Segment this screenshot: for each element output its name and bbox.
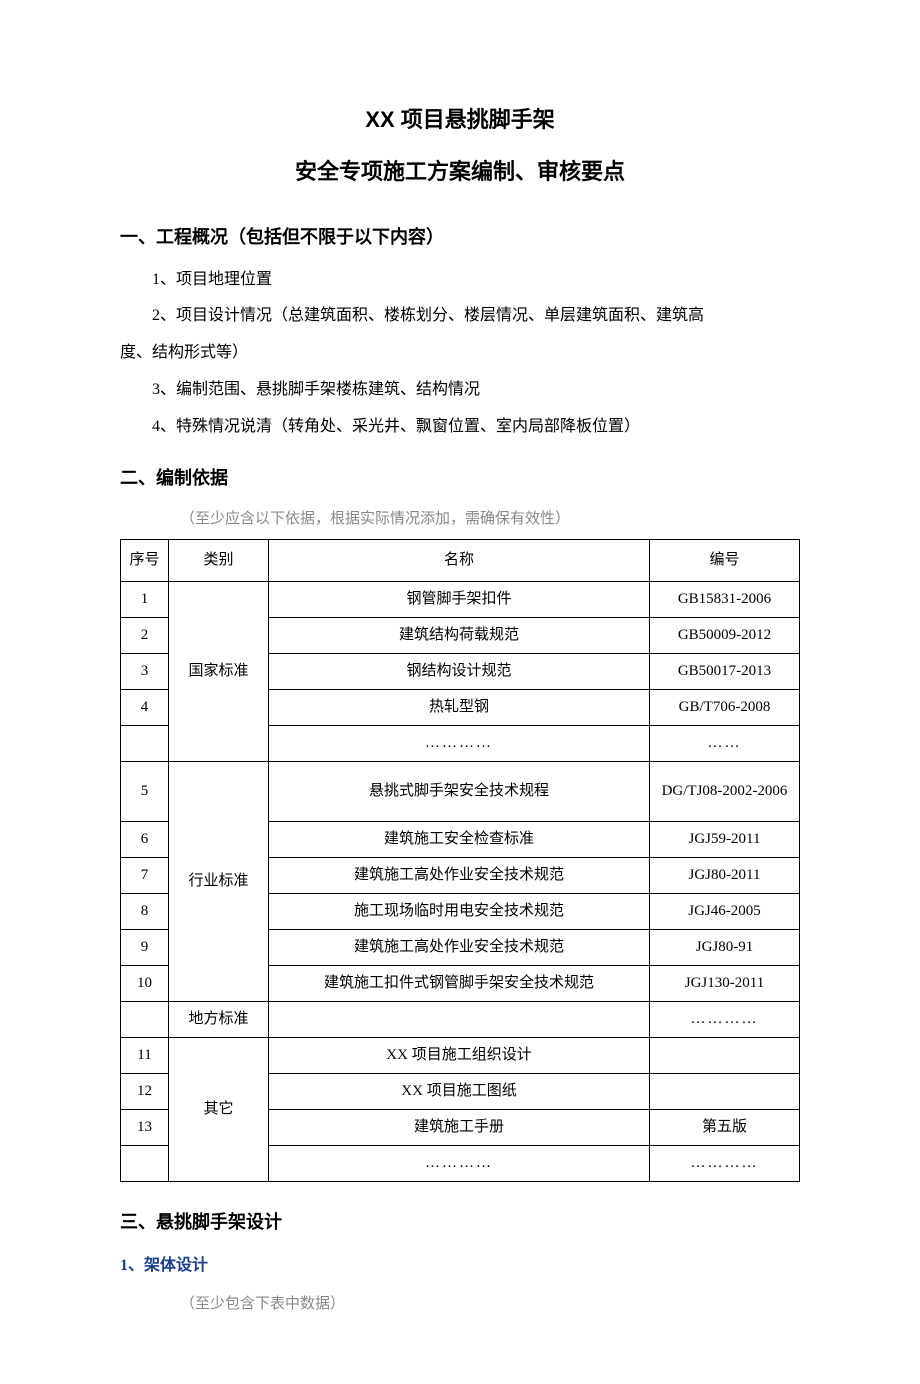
cell-seq <box>121 1145 169 1181</box>
section1-item4: 4、特殊情况说清（转角处、采光井、飘窗位置、室内局部降板位置） <box>120 413 800 442</box>
cell-code: ………… <box>650 1145 800 1181</box>
cell-category-industry: 行业标准 <box>169 761 269 1001</box>
cell-seq: 7 <box>121 857 169 893</box>
cell-code <box>650 1073 800 1109</box>
cell-seq: 13 <box>121 1109 169 1145</box>
cell-code: JGJ59-2011 <box>650 821 800 857</box>
cell-code: JGJ80-91 <box>650 929 800 965</box>
cell-code: JGJ46-2005 <box>650 893 800 929</box>
cell-seq: 11 <box>121 1037 169 1073</box>
cell-code: GB15831-2006 <box>650 581 800 617</box>
section2-note: （至少应含以下依据，根据实际情况添加，需确保有效性） <box>120 506 800 533</box>
cell-name: ………… <box>269 725 650 761</box>
cell-name: 热轧型钢 <box>269 689 650 725</box>
section1-item2-cont: 度、结构形式等） <box>120 339 800 368</box>
section3-note: （至少包含下表中数据） <box>120 1291 800 1318</box>
cell-seq: 4 <box>121 689 169 725</box>
cell-seq: 3 <box>121 653 169 689</box>
cell-name: XX 项目施工组织设计 <box>269 1037 650 1073</box>
cell-name: 建筑施工扣件式钢管脚手架安全技术规范 <box>269 965 650 1001</box>
th-name: 名称 <box>269 539 650 581</box>
cell-name: 钢管脚手架扣件 <box>269 581 650 617</box>
cell-seq: 1 <box>121 581 169 617</box>
cell-seq: 5 <box>121 761 169 821</box>
cell-code: JGJ130-2011 <box>650 965 800 1001</box>
cell-code <box>650 1037 800 1073</box>
cell-code: JGJ80-2011 <box>650 857 800 893</box>
cell-code: GB50009-2012 <box>650 617 800 653</box>
table-header-row: 序号 类别 名称 编号 <box>121 539 800 581</box>
cell-name: 建筑施工手册 <box>269 1109 650 1145</box>
cell-code: GB50017-2013 <box>650 653 800 689</box>
cell-name: 悬挑式脚手架安全技术规程 <box>269 761 650 821</box>
th-code: 编号 <box>650 539 800 581</box>
section3-heading: 三、悬挑脚手架设计 <box>120 1206 800 1238</box>
cell-seq <box>121 725 169 761</box>
table-row: 11 其它 XX 项目施工组织设计 <box>121 1037 800 1073</box>
cell-category-national: 国家标准 <box>169 581 269 761</box>
cell-seq: 9 <box>121 929 169 965</box>
section1-item2: 2、项目设计情况（总建筑面积、楼栋划分、楼层情况、单层建筑面积、建筑高 <box>120 302 800 331</box>
cell-seq: 12 <box>121 1073 169 1109</box>
section1-item3: 3、编制范围、悬挑脚手架楼栋建筑、结构情况 <box>120 376 800 405</box>
cell-code: GB/T706-2008 <box>650 689 800 725</box>
cell-name: 建筑施工高处作业安全技术规范 <box>269 857 650 893</box>
cell-name: 建筑施工安全检查标准 <box>269 821 650 857</box>
cell-code: …… <box>650 725 800 761</box>
cell-seq: 6 <box>121 821 169 857</box>
cell-category-other: 其它 <box>169 1037 269 1181</box>
cell-name: XX 项目施工图纸 <box>269 1073 650 1109</box>
cell-name: 施工现场临时用电安全技术规范 <box>269 893 650 929</box>
section1-item1: 1、项目地理位置 <box>120 266 800 295</box>
section2-heading: 二、编制依据 <box>120 462 800 494</box>
section3-sub1: 1、架体设计 <box>120 1252 800 1281</box>
cell-seq: 8 <box>121 893 169 929</box>
th-seq: 序号 <box>121 539 169 581</box>
cell-code: ………… <box>650 1001 800 1037</box>
table-row: 1 国家标准 钢管脚手架扣件 GB15831-2006 <box>121 581 800 617</box>
table-row: 地方标准 ………… <box>121 1001 800 1037</box>
cell-code: 第五版 <box>650 1109 800 1145</box>
basis-table: 序号 类别 名称 编号 1 国家标准 钢管脚手架扣件 GB15831-2006 … <box>120 539 800 1182</box>
cell-category-local: 地方标准 <box>169 1001 269 1037</box>
title-main: XX 项目悬挑脚手架 <box>120 100 800 140</box>
cell-name: 建筑施工高处作业安全技术规范 <box>269 929 650 965</box>
cell-code: DG/TJ08-2002-2006 <box>650 761 800 821</box>
cell-seq: 2 <box>121 617 169 653</box>
cell-name: 建筑结构荷载规范 <box>269 617 650 653</box>
table-row: 5 行业标准 悬挑式脚手架安全技术规程 DG/TJ08-2002-2006 <box>121 761 800 821</box>
title-sub: 安全专项施工方案编制、审核要点 <box>120 152 800 192</box>
th-category: 类别 <box>169 539 269 581</box>
cell-seq: 10 <box>121 965 169 1001</box>
section1-heading: 一、工程概况（包括但不限于以下内容） <box>120 221 800 253</box>
cell-name <box>269 1001 650 1037</box>
cell-seq <box>121 1001 169 1037</box>
cell-name: 钢结构设计规范 <box>269 653 650 689</box>
cell-name: ………… <box>269 1145 650 1181</box>
